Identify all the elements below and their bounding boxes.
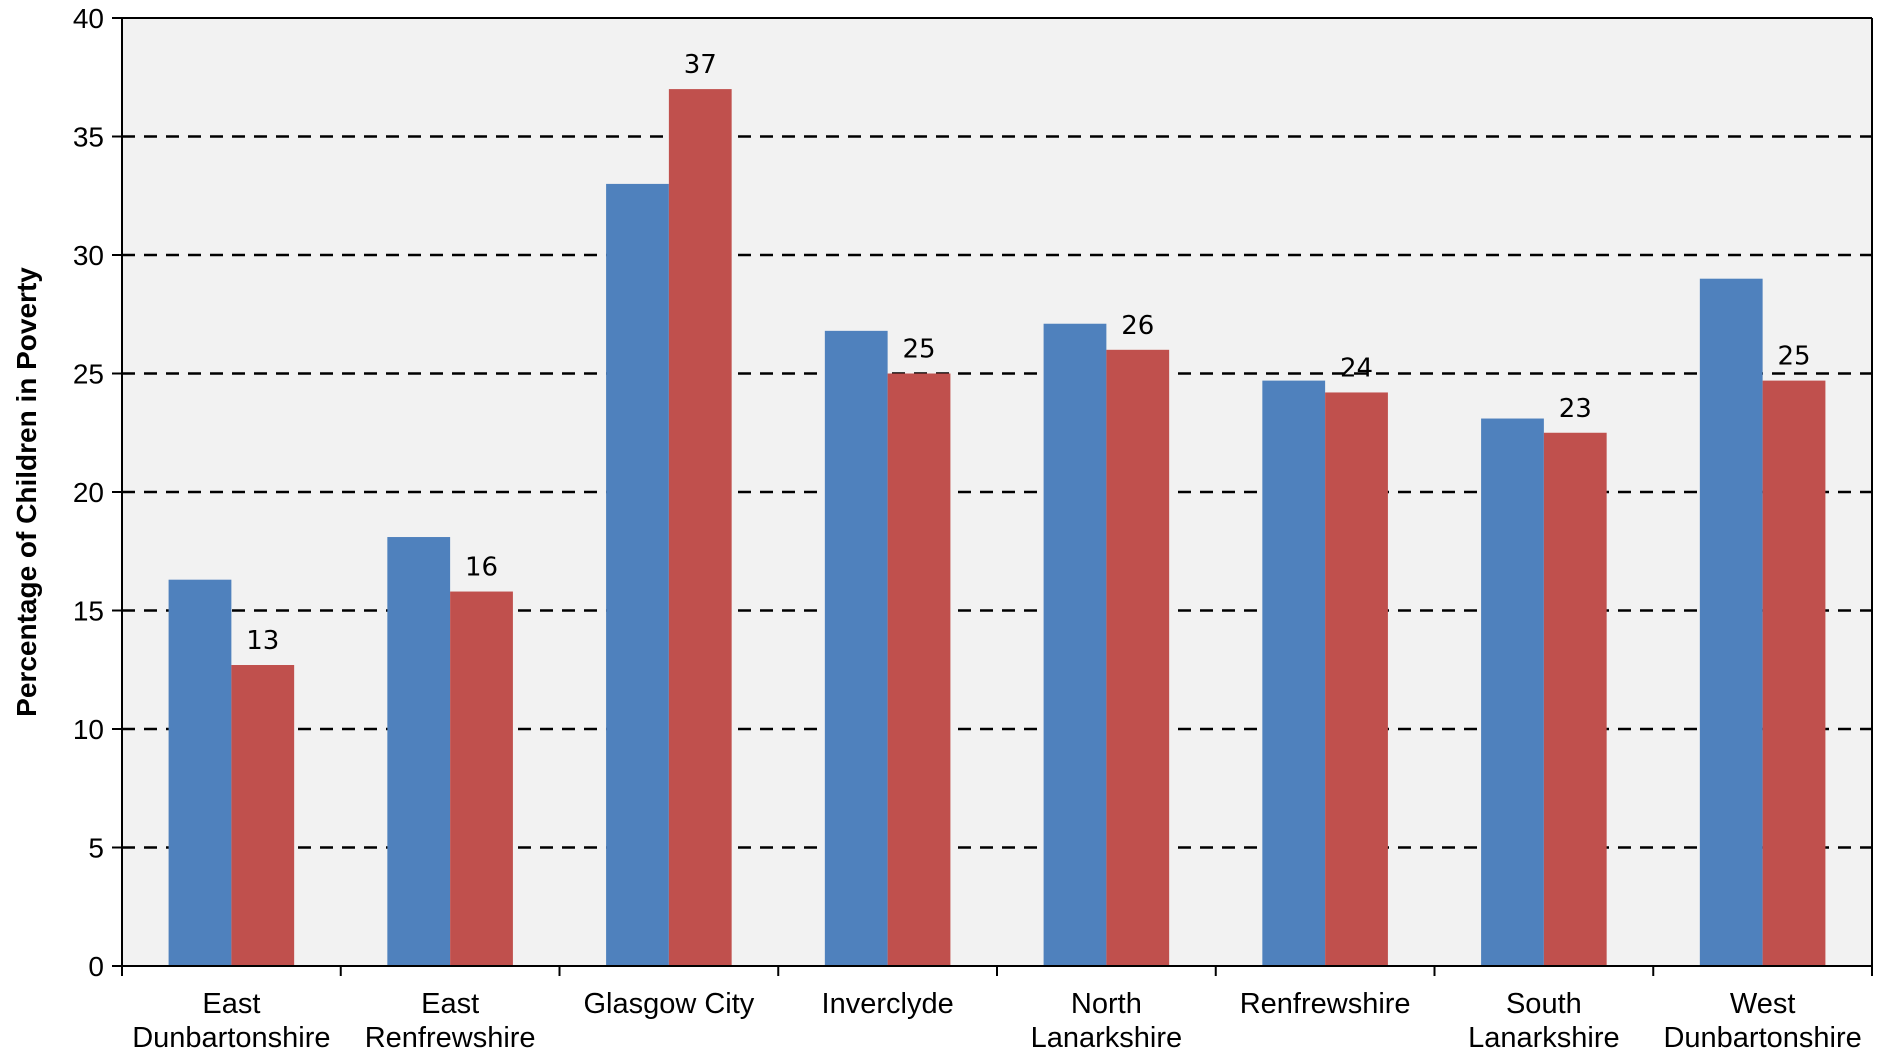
x-category-label: West	[1730, 988, 1796, 1020]
x-category-label: East	[202, 988, 260, 1020]
y-tick-label: 30	[73, 240, 104, 271]
y-tick-label: 40	[73, 3, 104, 34]
data-label: 16	[465, 553, 498, 583]
bar-series-1	[606, 183, 669, 966]
data-label: 25	[1777, 342, 1810, 372]
bar-series-1	[1699, 278, 1763, 966]
bar-series-2	[1762, 380, 1826, 966]
bar-series-2	[1543, 432, 1607, 966]
data-labels: 13 16 37 25 26 24 23 25	[246, 50, 1810, 656]
x-category-label: South	[1506, 988, 1582, 1020]
y-tick-label: 5	[88, 833, 104, 864]
data-label: 13	[246, 626, 279, 656]
x-axis-ticks: EastDunbartonshireEastRenfrewshireGlasgo…	[121, 966, 1873, 1054]
y-axis-label: Percentage of Children in Poverty	[11, 267, 42, 717]
y-tick-label: 0	[88, 951, 104, 982]
x-category-label: Dunbartonshire	[1663, 1022, 1861, 1054]
x-category-label: East	[421, 988, 479, 1020]
plot-area	[122, 18, 1872, 966]
bar-series-1	[387, 537, 451, 966]
bar-series-2	[450, 591, 513, 966]
bar-series-1	[824, 330, 888, 967]
data-label: 23	[1559, 394, 1592, 424]
bar-series-2	[1106, 349, 1170, 966]
y-tick-label: 25	[73, 359, 104, 390]
x-category-label: Renfrewshire	[1240, 988, 1411, 1020]
x-category-label: Lanarkshire	[1468, 1022, 1620, 1054]
data-label: 24	[1340, 353, 1373, 383]
bar-series-2	[887, 373, 951, 966]
data-label: 26	[1121, 311, 1154, 341]
x-category-label: Renfrewshire	[365, 1022, 536, 1054]
y-axis-ticks: 0 5 10 15 20 25 30 35 40	[73, 3, 122, 982]
bar-series-2	[1325, 392, 1388, 967]
y-tick-label: 15	[73, 596, 104, 627]
bar-series-2	[231, 665, 295, 966]
bar-series-1	[1481, 418, 1544, 966]
bar-series-1	[1262, 380, 1326, 966]
y-tick-label: 20	[73, 477, 104, 508]
x-category-label: Inverclyde	[822, 988, 954, 1020]
bar-series-1	[168, 579, 232, 966]
bar-series-2	[668, 89, 732, 967]
bars	[168, 89, 1826, 967]
y-tick-label: 35	[73, 122, 104, 153]
x-category-label: Glasgow City	[583, 988, 754, 1020]
data-label: 25	[902, 335, 935, 365]
x-category-label: North	[1071, 988, 1142, 1020]
data-label: 37	[684, 50, 717, 80]
x-category-label: Lanarkshire	[1031, 1022, 1183, 1054]
y-tick-label: 10	[73, 714, 104, 745]
x-category-label: Dunbartonshire	[132, 1022, 330, 1054]
bar-series-1	[1043, 323, 1107, 967]
